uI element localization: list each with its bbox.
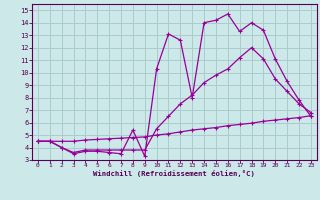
X-axis label: Windchill (Refroidissement éolien,°C): Windchill (Refroidissement éolien,°C) [93,170,255,177]
